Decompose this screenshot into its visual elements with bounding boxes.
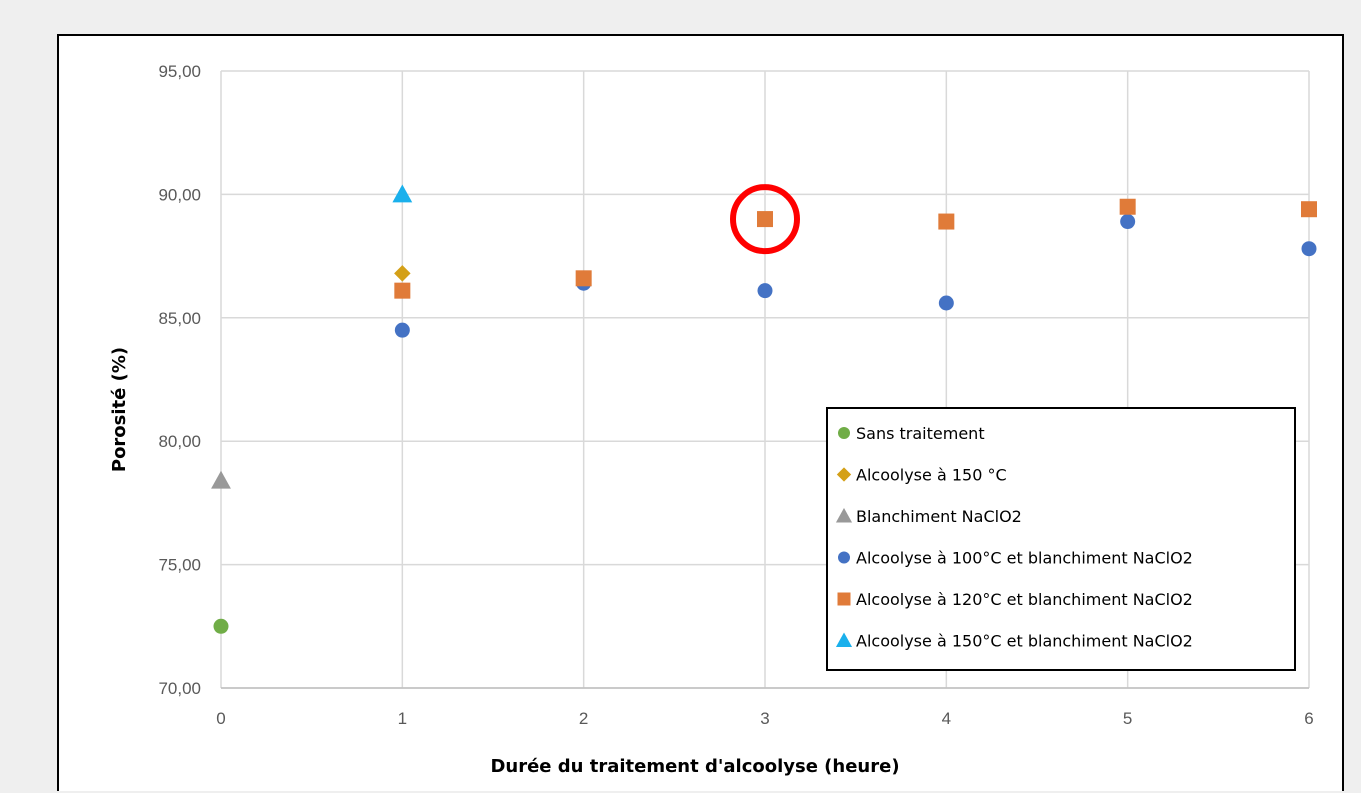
data-point [575, 270, 592, 287]
data-point [211, 470, 231, 489]
legend-marker [835, 507, 853, 523]
y-tick-label: 80,00 [158, 432, 201, 451]
data-point [1119, 198, 1136, 215]
legend-label: Alcoolyse à 150°C et blanchiment NaClO2 [856, 632, 1193, 651]
data-point [938, 295, 954, 311]
legend-label: Alcoolyse à 150 °C [856, 466, 1007, 485]
legend-marker [838, 551, 850, 564]
legend-box [826, 407, 1296, 671]
x-tick-label: 6 [1304, 709, 1313, 728]
data-points [211, 184, 1317, 634]
y-tick-label: 75,00 [158, 556, 201, 575]
data-point [394, 265, 411, 282]
x-tick-label: 5 [1123, 709, 1132, 728]
y-tick-label: 70,00 [158, 679, 201, 698]
x-tick-label: 0 [216, 709, 225, 728]
legend-label: Alcoolyse à 100°C et blanchiment NaClO2 [856, 549, 1193, 568]
data-point [213, 618, 229, 634]
x-tick-label: 2 [579, 709, 588, 728]
x-tick-label: 4 [942, 709, 951, 728]
data-point [938, 213, 955, 230]
y-tick-label: 95,00 [158, 62, 201, 81]
annotations [730, 184, 800, 255]
highlight-circle [730, 184, 800, 255]
data-point [1301, 201, 1317, 218]
data-point [1120, 214, 1136, 230]
data-point [392, 184, 413, 203]
legend-marker [836, 467, 852, 482]
gridlines [220, 70, 1310, 689]
data-point [757, 283, 773, 299]
data-point [1301, 241, 1317, 257]
legend-marker [837, 592, 851, 606]
legend-marker [838, 427, 850, 439]
data-point [394, 322, 410, 338]
x-tick-labels: 0 1 2 3 4 5 6 [216, 709, 1313, 728]
y-tick-label: 85,00 [158, 309, 201, 328]
y-tick-label: 90,00 [158, 185, 201, 204]
y-tick-labels: 70,00 75,00 80,00 85,00 90,00 95,00 [158, 62, 201, 698]
x-axis-title: Durée du traitement d'alcoolyse (heure) [490, 756, 899, 777]
x-tick-label: 3 [760, 709, 769, 728]
chart-frame: 70,00 75,00 80,00 85,00 90,00 95,00 0 1 2 3 4 5 6 P… [57, 34, 1344, 791]
x-tick-label: 1 [398, 709, 407, 728]
legend-marker [835, 632, 853, 647]
scatter-chart: 70,00 75,00 80,00 85,00 90,00 95,00 0 1 2 3 4 5 6 P… [109, 62, 1317, 777]
legend-label: Sans traitement [856, 424, 985, 443]
legend-label: Blanchiment NaClO2 [856, 507, 1022, 526]
legend-label: Alcoolyse à 120°C et blanchiment NaClO2 [856, 590, 1193, 609]
data-point [757, 211, 773, 228]
legend: Sans traitement Alcoolyse à 150 °C Blanchi… [826, 407, 1296, 671]
data-point [394, 282, 411, 299]
y-axis-title: Porosité (%) [109, 347, 130, 472]
